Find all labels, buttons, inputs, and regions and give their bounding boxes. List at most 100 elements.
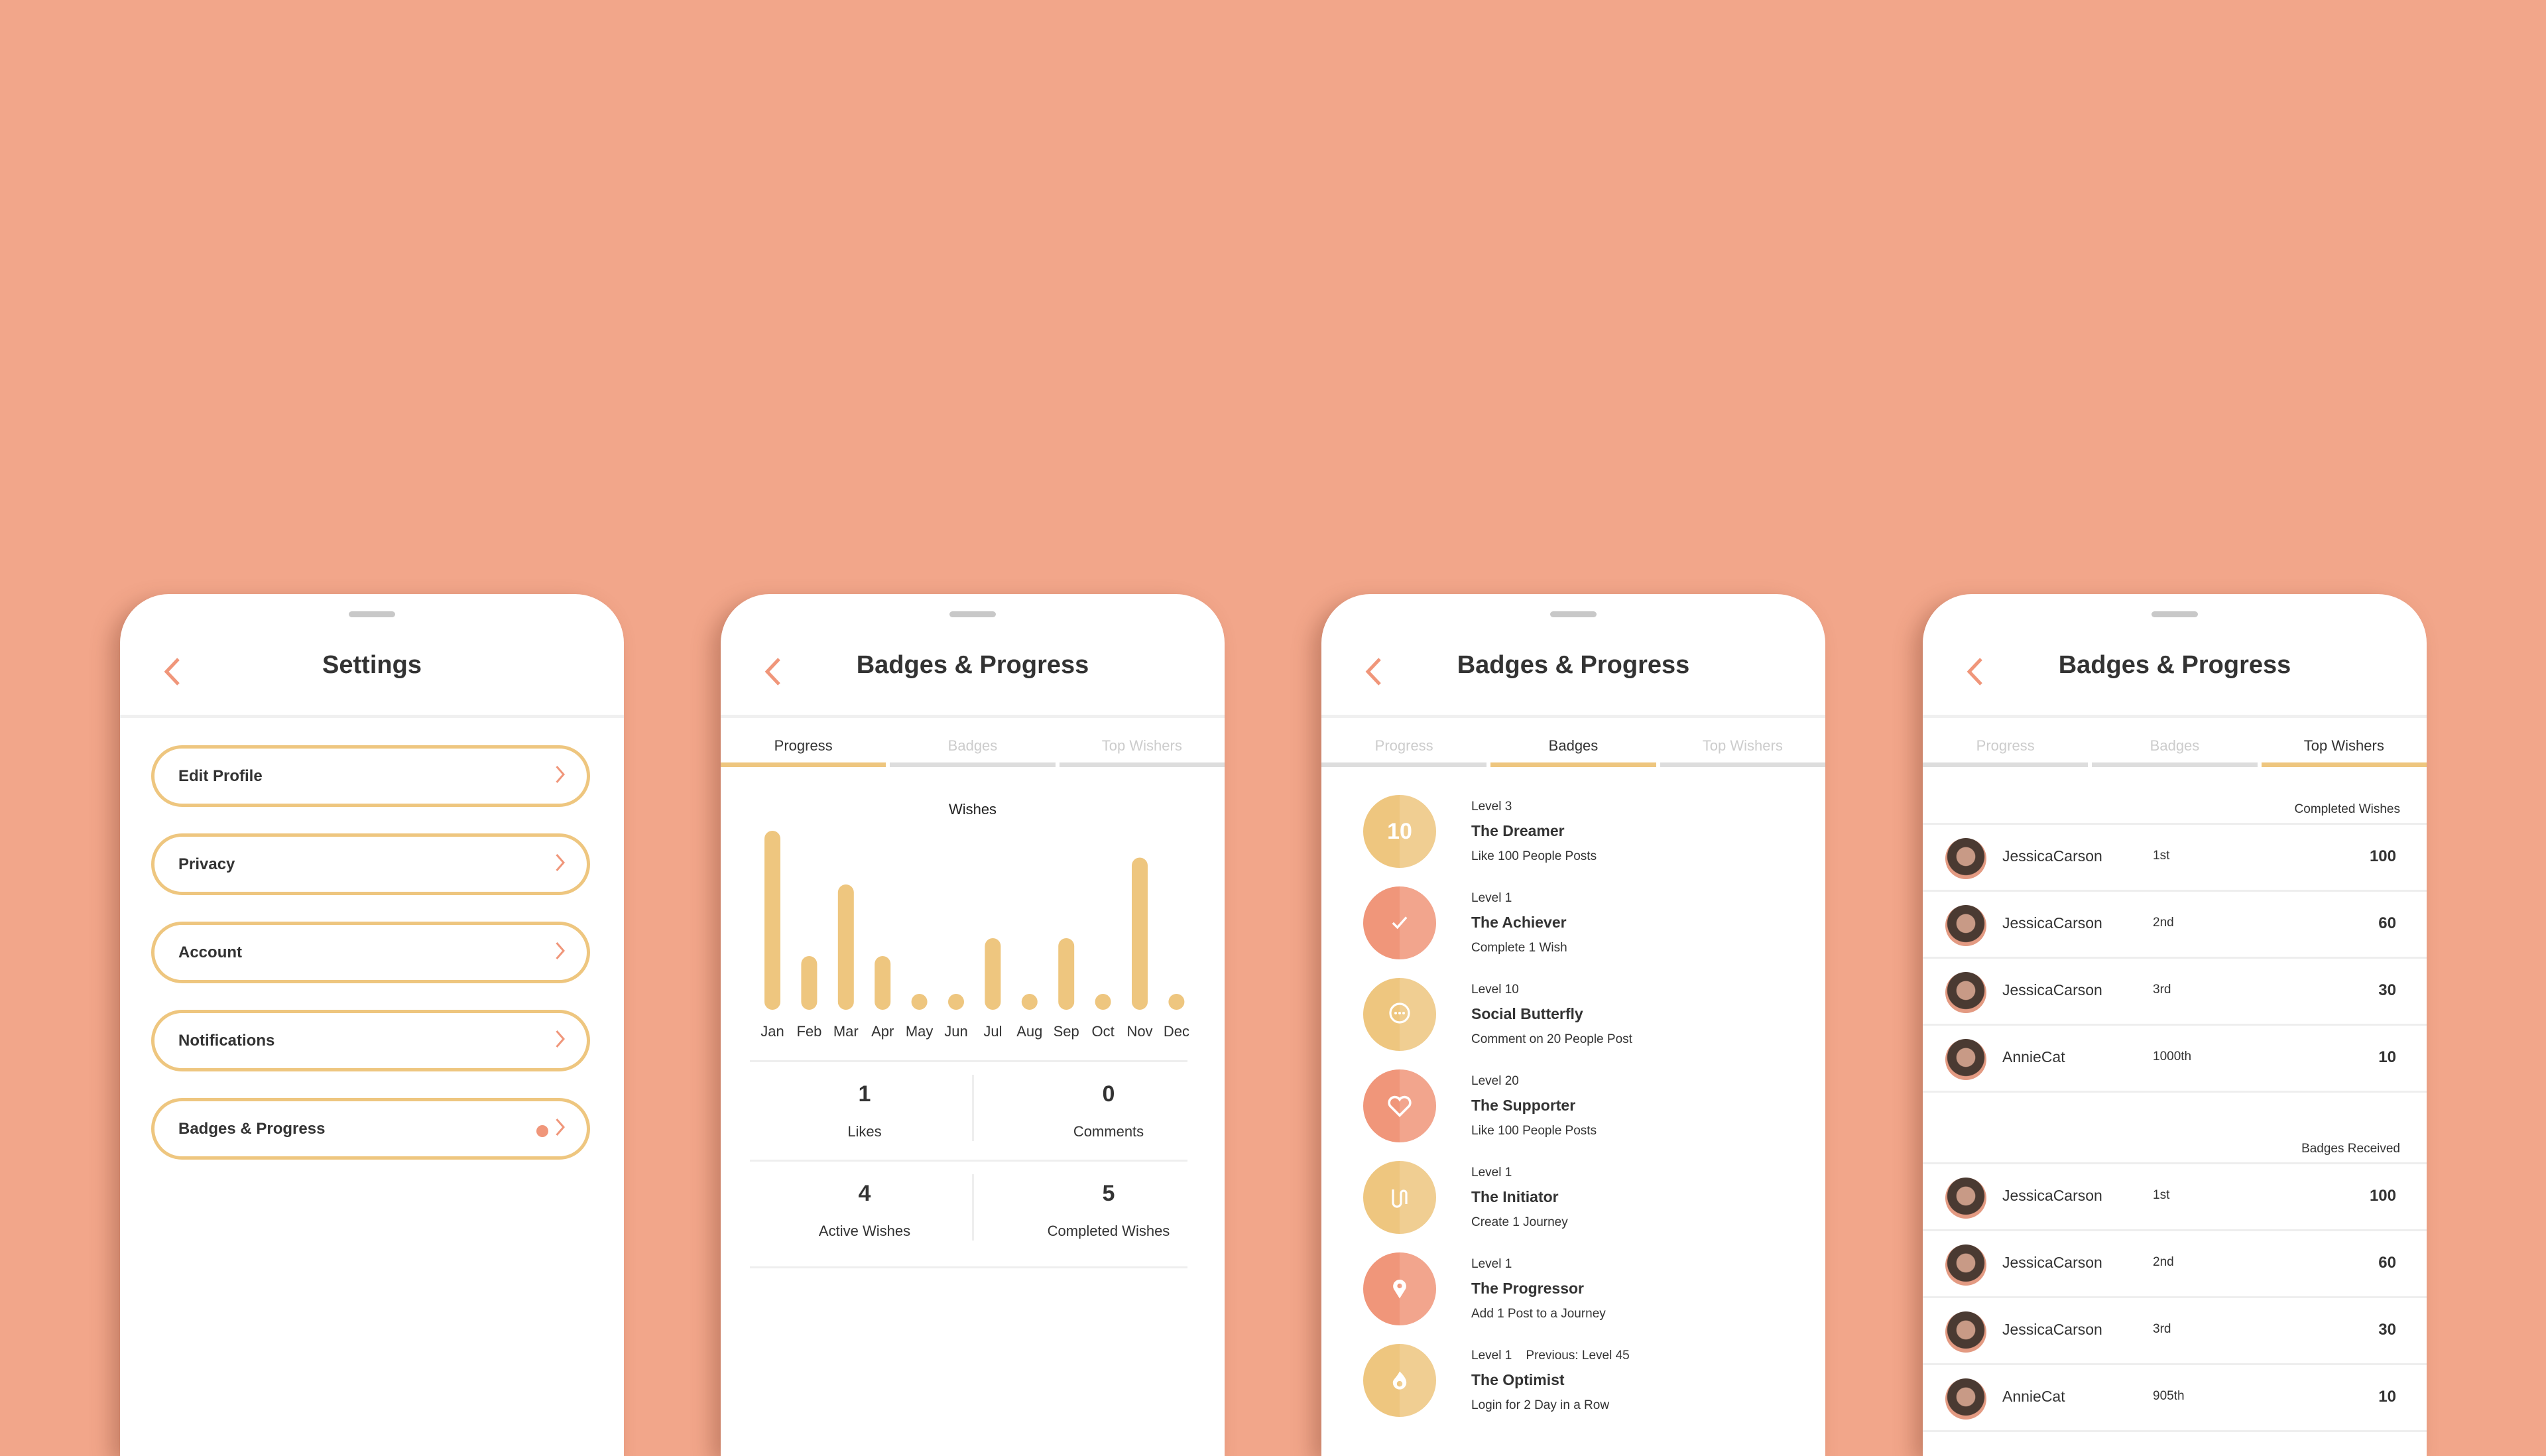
badge-name: The Dreamer xyxy=(1471,822,1565,839)
badge-text: Level 3 The Dreamer Like 100 People Posts xyxy=(1471,795,1597,869)
badge-item[interactable]: Level 20 The Supporter Like 100 People Pos… xyxy=(1321,1069,1825,1161)
tab-progress[interactable]: Progress xyxy=(1321,737,1487,767)
badge-item[interactable]: 10 Level 3 The Dreamer Like 100 People Pos… xyxy=(1321,795,1825,886)
badge-text: Level 1 Previous: Level 45 The Optimist Lo… xyxy=(1471,1344,1630,1418)
back-chevron-icon[interactable] xyxy=(1963,655,1989,688)
month-label: May xyxy=(906,1023,934,1040)
page-title: Settings xyxy=(322,651,422,679)
stat-completed-wishes: 5 Completed Wishes xyxy=(1047,1181,1170,1239)
drag-handle[interactable] xyxy=(349,611,395,617)
tab-badges[interactable]: Badges xyxy=(1490,737,1656,767)
tab-progress[interactable]: Progress xyxy=(1923,737,2089,767)
wisher-row[interactable]: JessicaCarson 2nd 60 xyxy=(1923,890,2427,957)
settings-item-label: Privacy xyxy=(178,855,235,873)
bar-may xyxy=(911,994,928,1010)
chart-title: Wishes xyxy=(948,801,997,818)
bar-mar xyxy=(837,884,854,1010)
settings-item[interactable]: Edit Profile xyxy=(151,745,590,807)
divider xyxy=(972,1174,974,1241)
settings-item[interactable]: Privacy xyxy=(151,833,590,895)
badge-name: The Achiever xyxy=(1471,914,1567,931)
settings-screen: Settings Edit Profile Privacy Account Notif… xyxy=(120,594,624,1456)
wisher-row[interactable]: AnnieCat 1000th 10 xyxy=(1923,1024,2427,1091)
wisher-row[interactable]: JessicaCarson 1st 100 xyxy=(1923,823,2427,890)
bar-sep xyxy=(1058,938,1075,1010)
tab-top-wishers[interactable]: Top Wishers xyxy=(1059,737,1225,767)
badge-name: The Progressor xyxy=(1471,1280,1584,1297)
wisher-row[interactable]: JessicaCarson 2nd 60 xyxy=(1923,1229,2427,1296)
month-label: Dec xyxy=(1164,1023,1189,1040)
divider xyxy=(1923,1430,2427,1432)
chevron-right-icon xyxy=(556,1030,565,1048)
divider xyxy=(972,1075,974,1141)
badge-item[interactable]: Level 1 The Achiever Complete 1 Wish xyxy=(1321,886,1825,978)
drag-handle[interactable] xyxy=(2152,611,2198,617)
map-pin-icon xyxy=(1363,1252,1436,1325)
bar-aug xyxy=(1021,994,1038,1010)
bar-jul xyxy=(985,938,1001,1010)
tab-top-wishers[interactable]: Top Wishers xyxy=(2261,737,2427,767)
settings-item[interactable]: Account xyxy=(151,922,590,983)
tab-badges[interactable]: Badges xyxy=(2092,737,2258,767)
badge-name: Social Butterfly xyxy=(1471,1005,1583,1022)
avatar xyxy=(1945,972,1986,1013)
month-label: Aug xyxy=(1016,1023,1042,1040)
wisher-row[interactable]: JessicaCarson 3rd 30 xyxy=(1923,1296,2427,1363)
badge-text: Level 1 The Progressor Add 1 Post to a Jou… xyxy=(1471,1252,1606,1326)
bar-apr xyxy=(875,956,891,1010)
badge-text: Level 20 The Supporter Like 100 People Pos… xyxy=(1471,1069,1597,1143)
badge-item[interactable]: Level 1 The Progressor Add 1 Post to a Jou… xyxy=(1321,1252,1825,1344)
settings-item-label: Badges & Progress xyxy=(178,1119,326,1138)
check-icon xyxy=(1363,886,1436,959)
chevron-right-icon xyxy=(556,766,565,783)
wisher-row[interactable]: JessicaCarson 3rd 30 xyxy=(1923,957,2427,1024)
month-label: Sep xyxy=(1054,1023,1079,1040)
notification-dot xyxy=(536,1125,548,1137)
tab-badges[interactable]: Badges xyxy=(890,737,1056,767)
tab-top-wishers[interactable]: Top Wishers xyxy=(1660,737,1825,767)
divider xyxy=(750,1060,1187,1062)
month-label: Mar xyxy=(833,1023,859,1040)
bar-feb xyxy=(801,956,818,1010)
settings-item[interactable]: Notifications xyxy=(151,1010,590,1071)
bar-oct xyxy=(1095,994,1111,1010)
badge-name: The Supporter xyxy=(1471,1097,1576,1114)
bar-jan xyxy=(764,831,780,1010)
badge-text: Level 1 The Initiator Create 1 Journey xyxy=(1471,1161,1568,1235)
badge-text: Level 10 Social Butterfly Comment on 20 Pe… xyxy=(1471,978,1632,1052)
divider xyxy=(750,1266,1187,1268)
route-icon xyxy=(1363,1161,1436,1234)
avatar xyxy=(1945,838,1986,879)
month-label: Nov xyxy=(1126,1023,1152,1040)
badge-item[interactable]: Level 10 Social Butterfly Comment on 20 Pe… xyxy=(1321,978,1825,1069)
page-title: Badges & Progress xyxy=(1457,651,1690,679)
divider xyxy=(1923,1091,2427,1093)
tab-progress[interactable]: Progress xyxy=(721,737,886,767)
wisher-row[interactable]: AnnieCat 905th 10 xyxy=(1923,1363,2427,1430)
wisher-row[interactable]: JessicaCarson 1st 100 xyxy=(1923,1162,2427,1229)
stat-comments: 0 Comments xyxy=(1073,1081,1144,1140)
avatar xyxy=(1945,1378,1986,1420)
top-wishers-screen: Badges & Progress Progress Badges Top Wish… xyxy=(1923,594,2427,1456)
badges-screen: Badges & Progress Progress Badges Top Wish… xyxy=(1321,594,1825,1456)
stat-likes: 1 Likes xyxy=(847,1081,882,1140)
back-chevron-icon[interactable] xyxy=(760,655,787,688)
badge-item[interactable]: Level 1 The Initiator Create 1 Journey xyxy=(1321,1161,1825,1252)
badge-item[interactable]: Level 1 Previous: Level 45 The Optimist Lo… xyxy=(1321,1344,1825,1435)
section-title-badges: Badges Received xyxy=(2301,1142,2400,1156)
month-label: Feb xyxy=(796,1023,821,1040)
badge-desc: Add 1 Post to a Journey xyxy=(1471,1307,1606,1321)
back-chevron-icon[interactable] xyxy=(160,655,186,688)
badge-text: Level 1 The Achiever Complete 1 Wish xyxy=(1471,886,1567,960)
bar-nov xyxy=(1132,857,1148,1010)
month-label: Jul xyxy=(983,1023,1002,1040)
badge-desc: Create 1 Journey xyxy=(1471,1215,1568,1229)
drag-handle[interactable] xyxy=(949,611,996,617)
header: Badges & Progress xyxy=(1923,594,2427,718)
heart-icon xyxy=(1363,1069,1436,1142)
drag-handle[interactable] xyxy=(1550,611,1597,617)
back-chevron-icon[interactable] xyxy=(1361,655,1388,688)
badge-desc: Comment on 20 People Post xyxy=(1471,1032,1632,1046)
flame-icon xyxy=(1363,1344,1436,1417)
settings-item[interactable]: Badges & Progress xyxy=(151,1098,590,1160)
